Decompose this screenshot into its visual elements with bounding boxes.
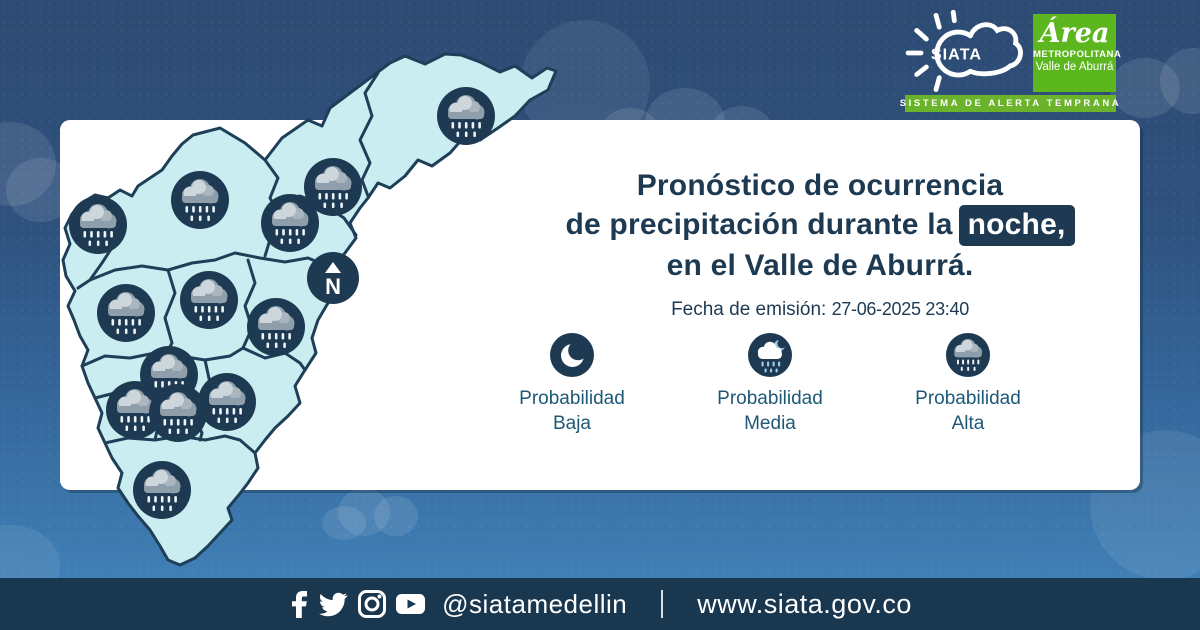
legend-label: Probabilidad Baja: [519, 388, 625, 434]
title-line-3: en el Valle de Aburrá.: [666, 249, 974, 282]
precipitation-marker-alta: [261, 194, 319, 252]
svg-text:N: N: [325, 274, 341, 299]
emission-label: Fecha de emisión:: [671, 299, 827, 320]
probability-legend: Probabilidad Baja Probabilidad Media Proba…: [460, 332, 1080, 436]
website-url[interactable]: www.siata.gov.co: [697, 588, 912, 619]
alert-system-banner: SISTEMA DE ALERTA TEMPRANA: [900, 95, 1119, 112]
precipitation-marker-alta: [69, 196, 127, 254]
precipitation-marker-alta: [97, 284, 155, 342]
precipitation-marker-alta: [180, 271, 238, 329]
area-logo-script: Área: [1039, 18, 1110, 49]
compass-north-icon: N: [307, 252, 359, 304]
youtube-icon[interactable]: [395, 589, 426, 619]
legend-item-baja: Probabilidad Baja: [490, 332, 654, 436]
cloud-shape: [1110, 48, 1200, 118]
cloud-heavy-rain-icon: [945, 332, 991, 378]
precipitation-marker-alta: [247, 298, 305, 356]
facebook-icon[interactable]: [288, 589, 310, 619]
title-line-1: Pronóstico de ocurrencia: [636, 169, 1004, 202]
footer-bar: @siatamedellin www.siata.gov.co: [0, 578, 1200, 630]
cloud-shape: [322, 488, 432, 540]
precipitation-markers: [69, 87, 495, 519]
emission-date: Fecha de emisión: 27-06-2025 23:40: [530, 299, 1110, 321]
precipitation-marker-alta: [106, 381, 164, 439]
title-line-2: de precipitación durante la noche,: [530, 205, 1110, 246]
precipitation-marker-alta: [198, 373, 256, 431]
legend-label: Probabilidad Media: [717, 388, 823, 434]
valle-de-aburra-map: N: [61, 52, 558, 567]
precipitation-marker-alta: [437, 87, 495, 145]
emission-value: 27-06-2025 23:40: [831, 299, 970, 319]
instagram-icon[interactable]: [357, 589, 387, 619]
precipitation-marker-alta: [133, 461, 191, 519]
social-handle[interactable]: @siatamedellin: [442, 588, 628, 619]
area-logo-valle: Valle de Aburrá: [1035, 61, 1114, 73]
precipitation-marker-alta: [149, 384, 207, 442]
forecast-title: Pronóstico de ocurrencia de precipitació…: [530, 166, 1110, 321]
precipitation-marker-alta: [304, 158, 362, 216]
moon-icon: [550, 333, 594, 377]
svg-text:SIATA: SIATA: [931, 45, 982, 63]
legend-label: Probabilidad Alta: [915, 388, 1021, 434]
siata-logo: SIATA: [905, 10, 1023, 92]
area-logo-metropolitana: METROPOLITANA: [1033, 49, 1122, 60]
twitter-icon[interactable]: [318, 589, 349, 619]
cloud-light-rain-icon: [748, 333, 792, 377]
footer-divider: [661, 590, 664, 618]
precipitation-marker-alta: [171, 171, 229, 229]
social-icons: [288, 589, 426, 619]
legend-item-media: Probabilidad Media: [688, 332, 852, 436]
alert-system-banner-text: SISTEMA DE ALERTA TEMPRANA: [899, 98, 1122, 109]
highlight-noche: noche,: [958, 205, 1075, 246]
area-metropolitana-logo: Área METROPOLITANA Valle de Aburrá: [1033, 14, 1122, 92]
legend-item-alta: Probabilidad Alta: [886, 332, 1050, 436]
